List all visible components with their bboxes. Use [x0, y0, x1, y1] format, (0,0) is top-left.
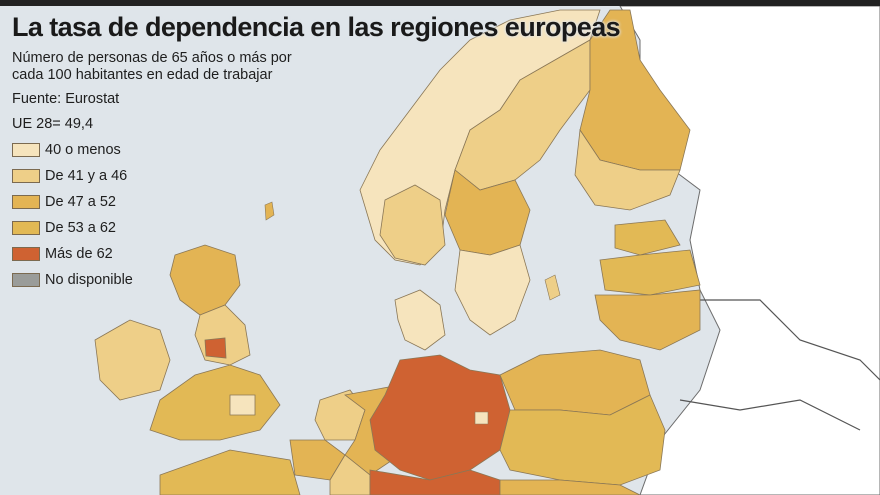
- region-poland-n: [499, 349, 651, 416]
- region-scotland: [169, 244, 241, 316]
- legend-item: No disponible: [12, 270, 133, 290]
- map-legend: 40 o menos De 41 y a 46 De 47 a 52 De 53…: [12, 140, 133, 296]
- legend-item: Más de 62: [12, 244, 133, 264]
- region-estonia: [614, 219, 681, 256]
- legend-swatch: [12, 221, 40, 235]
- legend-item: De 53 a 62: [12, 218, 133, 238]
- region-sweden-n: [454, 39, 591, 191]
- region-france-n: [159, 449, 301, 495]
- region-poland-s: [499, 394, 666, 486]
- eu-average: UE 28= 49,4: [12, 116, 94, 132]
- legend-swatch: [12, 273, 40, 287]
- region-finland-n: [579, 9, 691, 171]
- region-london: [229, 394, 256, 416]
- europe-map: [94, 6, 880, 495]
- top-rule: [0, 0, 880, 6]
- region-gotland: [544, 274, 561, 301]
- legend-item: De 47 a 52: [12, 192, 133, 212]
- legend-swatch: [12, 143, 40, 157]
- legend-label: Más de 62: [45, 246, 113, 262]
- legend-item: 40 o menos: [12, 140, 133, 160]
- legend-label: De 41 y a 46: [45, 168, 128, 184]
- legend-swatch: [12, 169, 40, 183]
- legend-label: De 47 a 52: [45, 194, 116, 210]
- region-lithuania: [594, 289, 701, 351]
- region-germany-e-inner: [474, 411, 489, 425]
- region-england-nw: [204, 337, 227, 359]
- region-latvia: [599, 249, 701, 296]
- legend-swatch: [12, 195, 40, 209]
- legend-label: 40 o menos: [45, 142, 121, 158]
- non-eu-border: [700, 299, 880, 381]
- region-denmark: [394, 289, 446, 351]
- legend-swatch: [12, 247, 40, 261]
- legend-label: De 53 a 62: [45, 220, 116, 236]
- region-ireland: [94, 319, 171, 401]
- map-subtitle: Número de personas de 65 años o más por …: [12, 50, 292, 83]
- legend-item: De 41 y a 46: [12, 166, 133, 186]
- region-shetland: [264, 201, 275, 221]
- legend-label: No disponible: [45, 272, 133, 288]
- region-finland-s: [574, 128, 681, 211]
- region-england-s: [149, 364, 281, 441]
- region-norway-s: [379, 184, 446, 266]
- region-germany-e: [369, 354, 511, 481]
- region-sweden-s: [454, 244, 531, 336]
- data-source: Fuente: Eurostat: [12, 91, 120, 107]
- region-czechia: [499, 479, 641, 495]
- map-title: La tasa de dependencia en las regiones e…: [12, 12, 621, 42]
- non-eu-border-2: [679, 399, 861, 431]
